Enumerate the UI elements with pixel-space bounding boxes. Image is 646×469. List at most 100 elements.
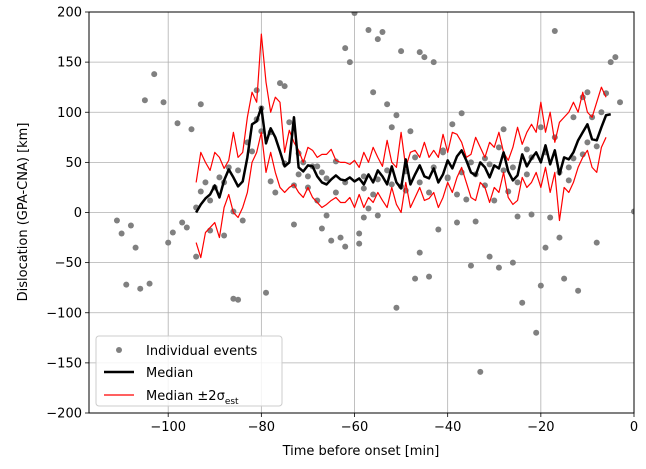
legend-label-median: Median [146,366,193,381]
data-point [276,80,283,87]
data-point [495,144,502,151]
legend-label-events: Individual events [146,344,257,359]
legend-label-median-band: Median ±2σest [146,389,239,407]
data-point [174,120,181,127]
data-point [267,178,274,185]
data-point [584,89,591,96]
data-point [631,208,634,215]
data-point [225,164,232,171]
data-point [435,226,442,233]
y-tick-label: 100 [57,106,82,121]
y-tick-label: −100 [46,306,82,321]
data-point [491,197,498,204]
data-point [374,212,381,219]
data-point [426,273,433,280]
data-point [537,124,544,131]
data-point [486,161,493,168]
data-point [263,289,270,296]
data-point [342,243,349,250]
data-point [426,189,433,196]
y-tick-label: −50 [55,256,82,271]
legend-box [95,335,283,407]
data-point [235,296,242,303]
data-point [314,197,321,204]
data-point [537,282,544,289]
data-point [351,12,358,17]
data-point [113,217,120,224]
data-point [421,54,428,61]
data-point [318,169,325,176]
data-point [374,36,381,43]
legend-label-median-band-main: Median ±2σ [146,389,225,404]
data-point [356,240,363,247]
data-point [188,126,195,133]
data-point [500,167,507,174]
data-point [551,28,558,35]
data-point [472,218,479,225]
data-point [542,244,549,251]
data-point [477,368,484,375]
data-point [509,259,516,266]
data-point [179,219,186,226]
data-point [193,253,200,260]
data-point [360,173,367,180]
data-point [216,174,223,181]
x-tick-label: −60 [341,420,368,435]
data-point [165,239,172,246]
data-point [169,229,176,236]
data-point [207,197,214,204]
sigma-band-line [195,33,607,183]
data-point [365,27,372,34]
y-axis-label: Dislocation (GPA-CNA) [km] [16,123,31,302]
data-point [467,262,474,269]
data-point [430,59,437,66]
data-point [449,121,456,128]
data-point [458,110,465,117]
data-point [388,124,395,131]
data-point [481,155,488,162]
data-point [286,119,293,126]
data-point [346,59,353,66]
data-point [509,164,516,171]
legend-marker-events [116,347,122,353]
data-point [281,83,288,90]
data-point [486,253,493,260]
data-point [137,285,144,292]
y-tick-label: −200 [46,407,82,422]
median-line [195,105,611,214]
data-point [598,109,605,116]
data-point [463,196,470,203]
data-point [132,244,139,251]
data-point [230,295,237,302]
data-point [141,97,148,104]
data-point [258,128,265,135]
data-point [337,234,344,241]
data-point [151,71,158,78]
data-point [360,214,367,221]
x-axis-label: Time before onset [min] [282,444,440,459]
data-point [295,171,302,178]
data-point [123,281,130,288]
y-tick-label: 150 [57,56,82,71]
data-point [617,99,624,106]
ticks: −100 −80 −60 −40 −20 0−200−150−100−5005010015… [46,6,638,436]
data-point [332,189,339,196]
data-point [593,143,600,150]
data-point [388,181,395,188]
data-point [584,139,591,146]
data-point [519,299,526,306]
data-point [360,185,367,192]
plot-area [113,12,634,375]
data-point [202,179,209,186]
data-point [453,219,460,226]
data-point [398,48,405,55]
data-point [304,173,311,180]
data-point [332,158,339,165]
data-point [407,128,414,135]
data-point [481,182,488,189]
data-point [565,177,572,184]
data-point [197,188,204,195]
data-point [328,237,335,244]
x-tick-label: 0 [630,420,638,435]
